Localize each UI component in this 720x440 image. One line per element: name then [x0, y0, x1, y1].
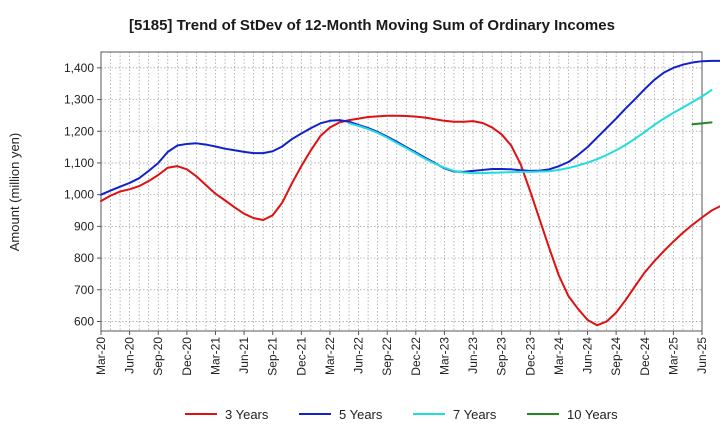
- grid-lines: [101, 52, 702, 331]
- y-tick-label: 600: [74, 314, 94, 328]
- legend-label: 3 Years: [225, 407, 269, 422]
- x-tick-label: Jun-22: [352, 337, 366, 374]
- x-tick-label: Dec-24: [638, 337, 652, 376]
- x-tick-label: Sep-21: [266, 337, 280, 376]
- series-line-3-years: [100, 114, 720, 327]
- x-tick-label: Jun-25: [695, 337, 709, 374]
- x-tick-label: Mar-21: [208, 337, 222, 375]
- y-tick-label: 1,200: [64, 124, 94, 138]
- x-tick-label: Dec-22: [409, 337, 423, 376]
- x-tick-label: Sep-24: [609, 337, 623, 376]
- x-tick-label: Mar-25: [666, 337, 680, 375]
- x-tick-label: Dec-21: [294, 337, 308, 376]
- x-axis-ticks: Mar-20 Jun-20 Sep-20 Dec-20 Mar-21 Jun-21 Sep-…: [94, 331, 709, 376]
- y-tick-label: 700: [74, 283, 94, 297]
- y-tick-label: 1,100: [64, 156, 94, 170]
- x-tick-label: Jun-20: [123, 337, 137, 374]
- x-tick-label: Jun-21: [237, 337, 251, 374]
- x-tick-label: Mar-20: [94, 337, 108, 375]
- x-tick-label: Mar-24: [552, 337, 566, 375]
- x-tick-label: Dec-20: [180, 337, 194, 376]
- y-tick-label: 1,300: [64, 93, 94, 107]
- y-tick-label: 900: [74, 219, 94, 233]
- legend: 3 Years 5 Years 7 Years 10 Years: [185, 407, 618, 422]
- x-tick-label: Sep-23: [495, 337, 509, 376]
- y-axis-ticks: 600 700 800 900 1,000 1,100 1,200 1,300 1,400: [64, 61, 101, 328]
- y-tick-label: 1,400: [64, 61, 94, 75]
- series-line-10-years: [691, 121, 713, 126]
- y-tick-label: 800: [74, 251, 94, 265]
- x-tick-label: Jun-24: [581, 337, 595, 374]
- x-tick-label: Mar-23: [437, 337, 451, 375]
- x-tick-label: Sep-22: [380, 337, 394, 376]
- x-tick-label: Dec-23: [523, 337, 537, 376]
- x-tick-label: Mar-22: [323, 337, 337, 375]
- y-axis-label: Amount (million yen): [7, 133, 22, 252]
- x-tick-label: Sep-20: [151, 337, 165, 376]
- series-line-7-years: [348, 89, 713, 175]
- legend-label: 7 Years: [453, 407, 497, 422]
- x-tick-label: Jun-23: [466, 337, 480, 374]
- series-lines: [100, 59, 720, 327]
- legend-label: 5 Years: [339, 407, 383, 422]
- plot-frame: [100, 51, 703, 332]
- legend-label: 10 Years: [567, 407, 618, 422]
- chart-title: [5185] Trend of StDev of 12-Month Moving…: [129, 17, 615, 34]
- y-tick-label: 1,000: [64, 188, 94, 202]
